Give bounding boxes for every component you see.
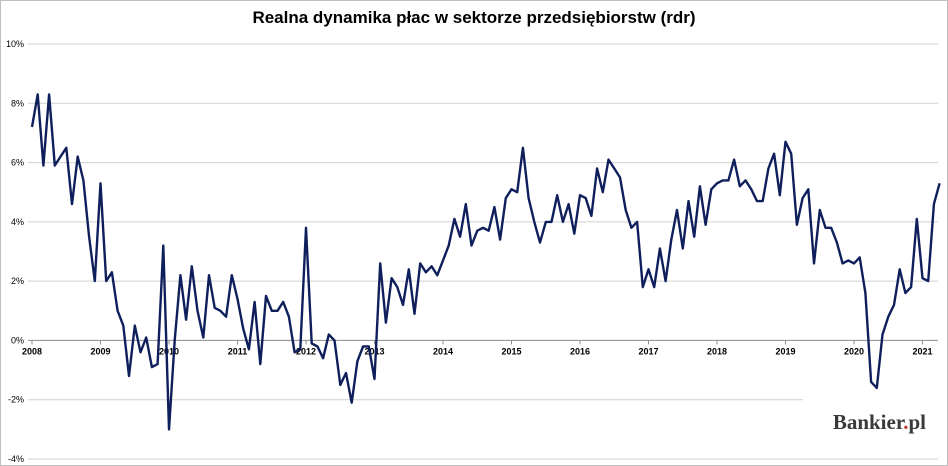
series-layer bbox=[30, 93, 941, 431]
y-tick-label: 4% bbox=[11, 217, 24, 227]
y-tick-label: 10% bbox=[6, 39, 24, 49]
x-tick-label: 2012 bbox=[296, 346, 316, 356]
x-tick-label: 2009 bbox=[90, 346, 110, 356]
y-tick-label: -2% bbox=[8, 395, 24, 405]
x-tick-label: 2021 bbox=[912, 346, 932, 356]
x-tick-label: 2015 bbox=[501, 346, 521, 356]
chart-title: Realna dynamika płac w sektorze przedsię… bbox=[252, 8, 696, 27]
x-tick-label: 2008 bbox=[22, 346, 42, 356]
y-tick-label: -4% bbox=[8, 454, 24, 464]
x-tick-label: 2020 bbox=[844, 346, 864, 356]
x-tick-label: 2019 bbox=[775, 346, 795, 356]
bankier-logo: Bankier.pl bbox=[833, 410, 926, 435]
y-tick-label: 8% bbox=[11, 98, 24, 108]
x-tick-label: 2013 bbox=[364, 346, 384, 356]
y-tick-label: 6% bbox=[11, 158, 24, 168]
x-tick-label: 2010 bbox=[159, 346, 179, 356]
y-tick-label: 2% bbox=[11, 276, 24, 286]
y-axis-ticks: 10% 8% 6% 4% 2% 0% -2% -4% bbox=[6, 39, 24, 464]
x-tick-label: 2017 bbox=[638, 346, 658, 356]
x-tick-label: 2014 bbox=[433, 346, 453, 356]
x-axis-ticks: 2008 2009 2010 2011 2012 2013 2014 2015 2016 2017… bbox=[22, 340, 933, 356]
y-tick-label: 0% bbox=[11, 335, 24, 345]
logo-text: Bankier bbox=[832, 410, 904, 434]
x-tick-label: 2011 bbox=[228, 346, 248, 356]
series-line bbox=[30, 93, 941, 431]
x-tick-label: 2016 bbox=[570, 346, 590, 356]
x-tick-label: 2018 bbox=[707, 346, 727, 356]
logo-suffix: pl bbox=[908, 410, 926, 434]
logo-dot: . bbox=[903, 410, 909, 434]
